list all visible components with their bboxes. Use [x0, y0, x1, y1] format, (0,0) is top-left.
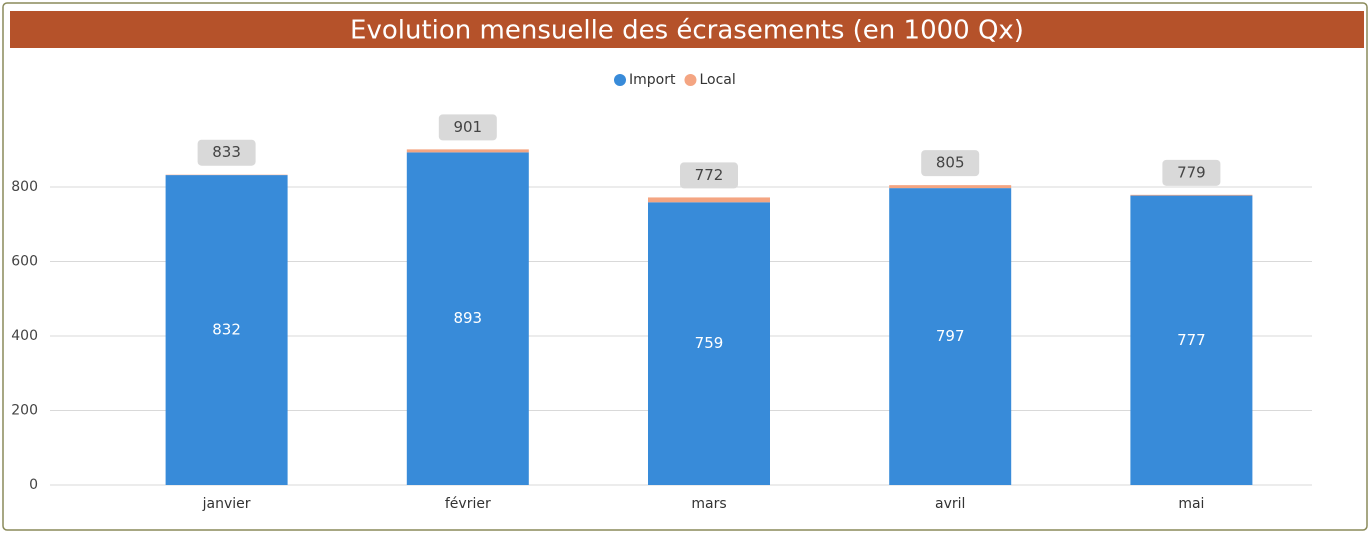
x-tick-label: mai [1178, 496, 1204, 512]
legend-swatch [684, 74, 696, 86]
total-label: 779 [1177, 163, 1206, 181]
y-tick-label: 0 [29, 477, 38, 493]
total-label: 833 [212, 143, 241, 161]
data-label: 777 [1177, 331, 1206, 349]
data-label: 832 [212, 321, 241, 339]
legend-swatch [614, 74, 626, 86]
bar-segment [407, 149, 529, 152]
bar-segment [648, 197, 770, 202]
legend-label: Local [699, 72, 735, 88]
x-tick-label: avril [935, 496, 965, 512]
total-label: 805 [936, 154, 965, 172]
bar-segment [1130, 195, 1252, 196]
x-tick-label: janvier [202, 496, 251, 512]
bar-segment [889, 185, 1011, 188]
legend-label: Import [629, 72, 676, 88]
y-tick-label: 400 [11, 328, 38, 344]
data-label: 893 [453, 309, 482, 327]
y-tick-label: 600 [11, 254, 38, 270]
chart-title: Evolution mensuelle des écrasements (en … [350, 16, 1024, 46]
y-tick-label: 200 [11, 403, 38, 419]
data-label: 797 [936, 327, 965, 345]
x-tick-label: mars [691, 496, 726, 512]
total-label: 772 [695, 166, 724, 184]
y-tick-label: 800 [11, 179, 38, 195]
total-label: 901 [453, 118, 482, 136]
x-tick-label: février [445, 496, 491, 512]
data-label: 759 [695, 334, 724, 352]
